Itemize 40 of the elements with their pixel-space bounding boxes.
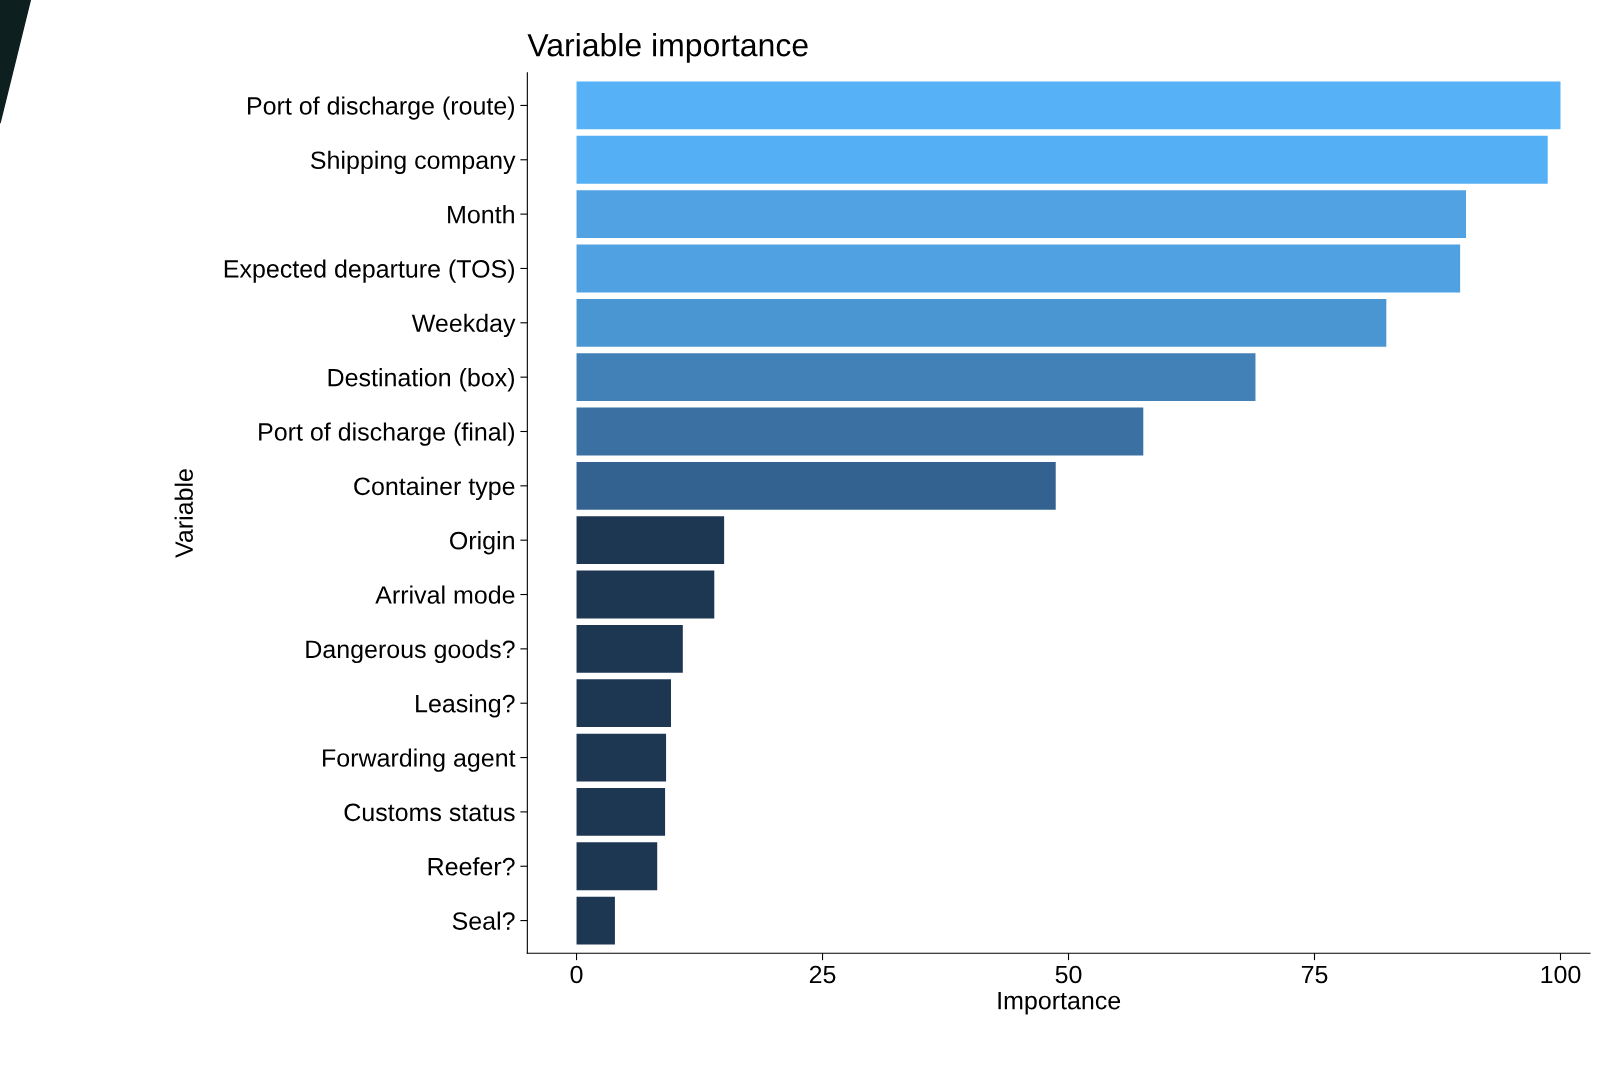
x-tick-label: 100: [1541, 965, 1581, 984]
x-tick-label: 50: [1055, 965, 1082, 984]
y-tick-label: Dangerous goods?: [306, 639, 515, 664]
bar: [576, 244, 1461, 293]
y-axis-title: Variable: [174, 469, 193, 558]
y-tick-label: Origin: [450, 531, 514, 555]
y-tick-label: Expected departure (TOS): [224, 259, 514, 283]
bar: [576, 135, 1548, 184]
bar: [576, 298, 1387, 347]
bar: [576, 787, 666, 836]
y-tick-label: Port of discharge (final): [259, 422, 514, 446]
bar: [576, 679, 671, 728]
y-tick-label: Month: [448, 205, 514, 224]
y-tick-label: Container type: [354, 476, 515, 501]
y-tick-label: Leasing?: [416, 694, 515, 718]
bar: [576, 461, 1056, 510]
y-tick-label: Customs status: [344, 803, 515, 822]
y-tick-label: Reefer?: [428, 857, 515, 876]
x-tick-label: 75: [1301, 965, 1328, 984]
y-tick-label: Shipping company: [311, 150, 516, 175]
chart-title: Variable importance: [527, 33, 808, 63]
bar: [576, 81, 1561, 130]
bar: [576, 733, 667, 782]
bar: [576, 624, 683, 673]
bar: [576, 516, 725, 565]
y-tick-label: Weekday: [411, 313, 516, 338]
y-tick-label: Arrival mode: [375, 585, 515, 604]
bar: [576, 842, 658, 891]
x-tick-label: 0: [570, 965, 583, 984]
bar: [576, 407, 1144, 456]
x-tick-label: 25: [809, 965, 836, 984]
bar: [576, 896, 615, 945]
y-tick-label: Forwarding agent: [323, 748, 516, 772]
x-axis-title: Importance: [998, 992, 1121, 1015]
bar: [576, 190, 1467, 239]
bar: [576, 353, 1256, 402]
y-tick-label: Seal?: [452, 911, 515, 930]
y-tick-label: Destination (box): [328, 368, 514, 392]
y-tick-label: Port of discharge (route): [248, 96, 514, 120]
bar: [576, 570, 715, 619]
